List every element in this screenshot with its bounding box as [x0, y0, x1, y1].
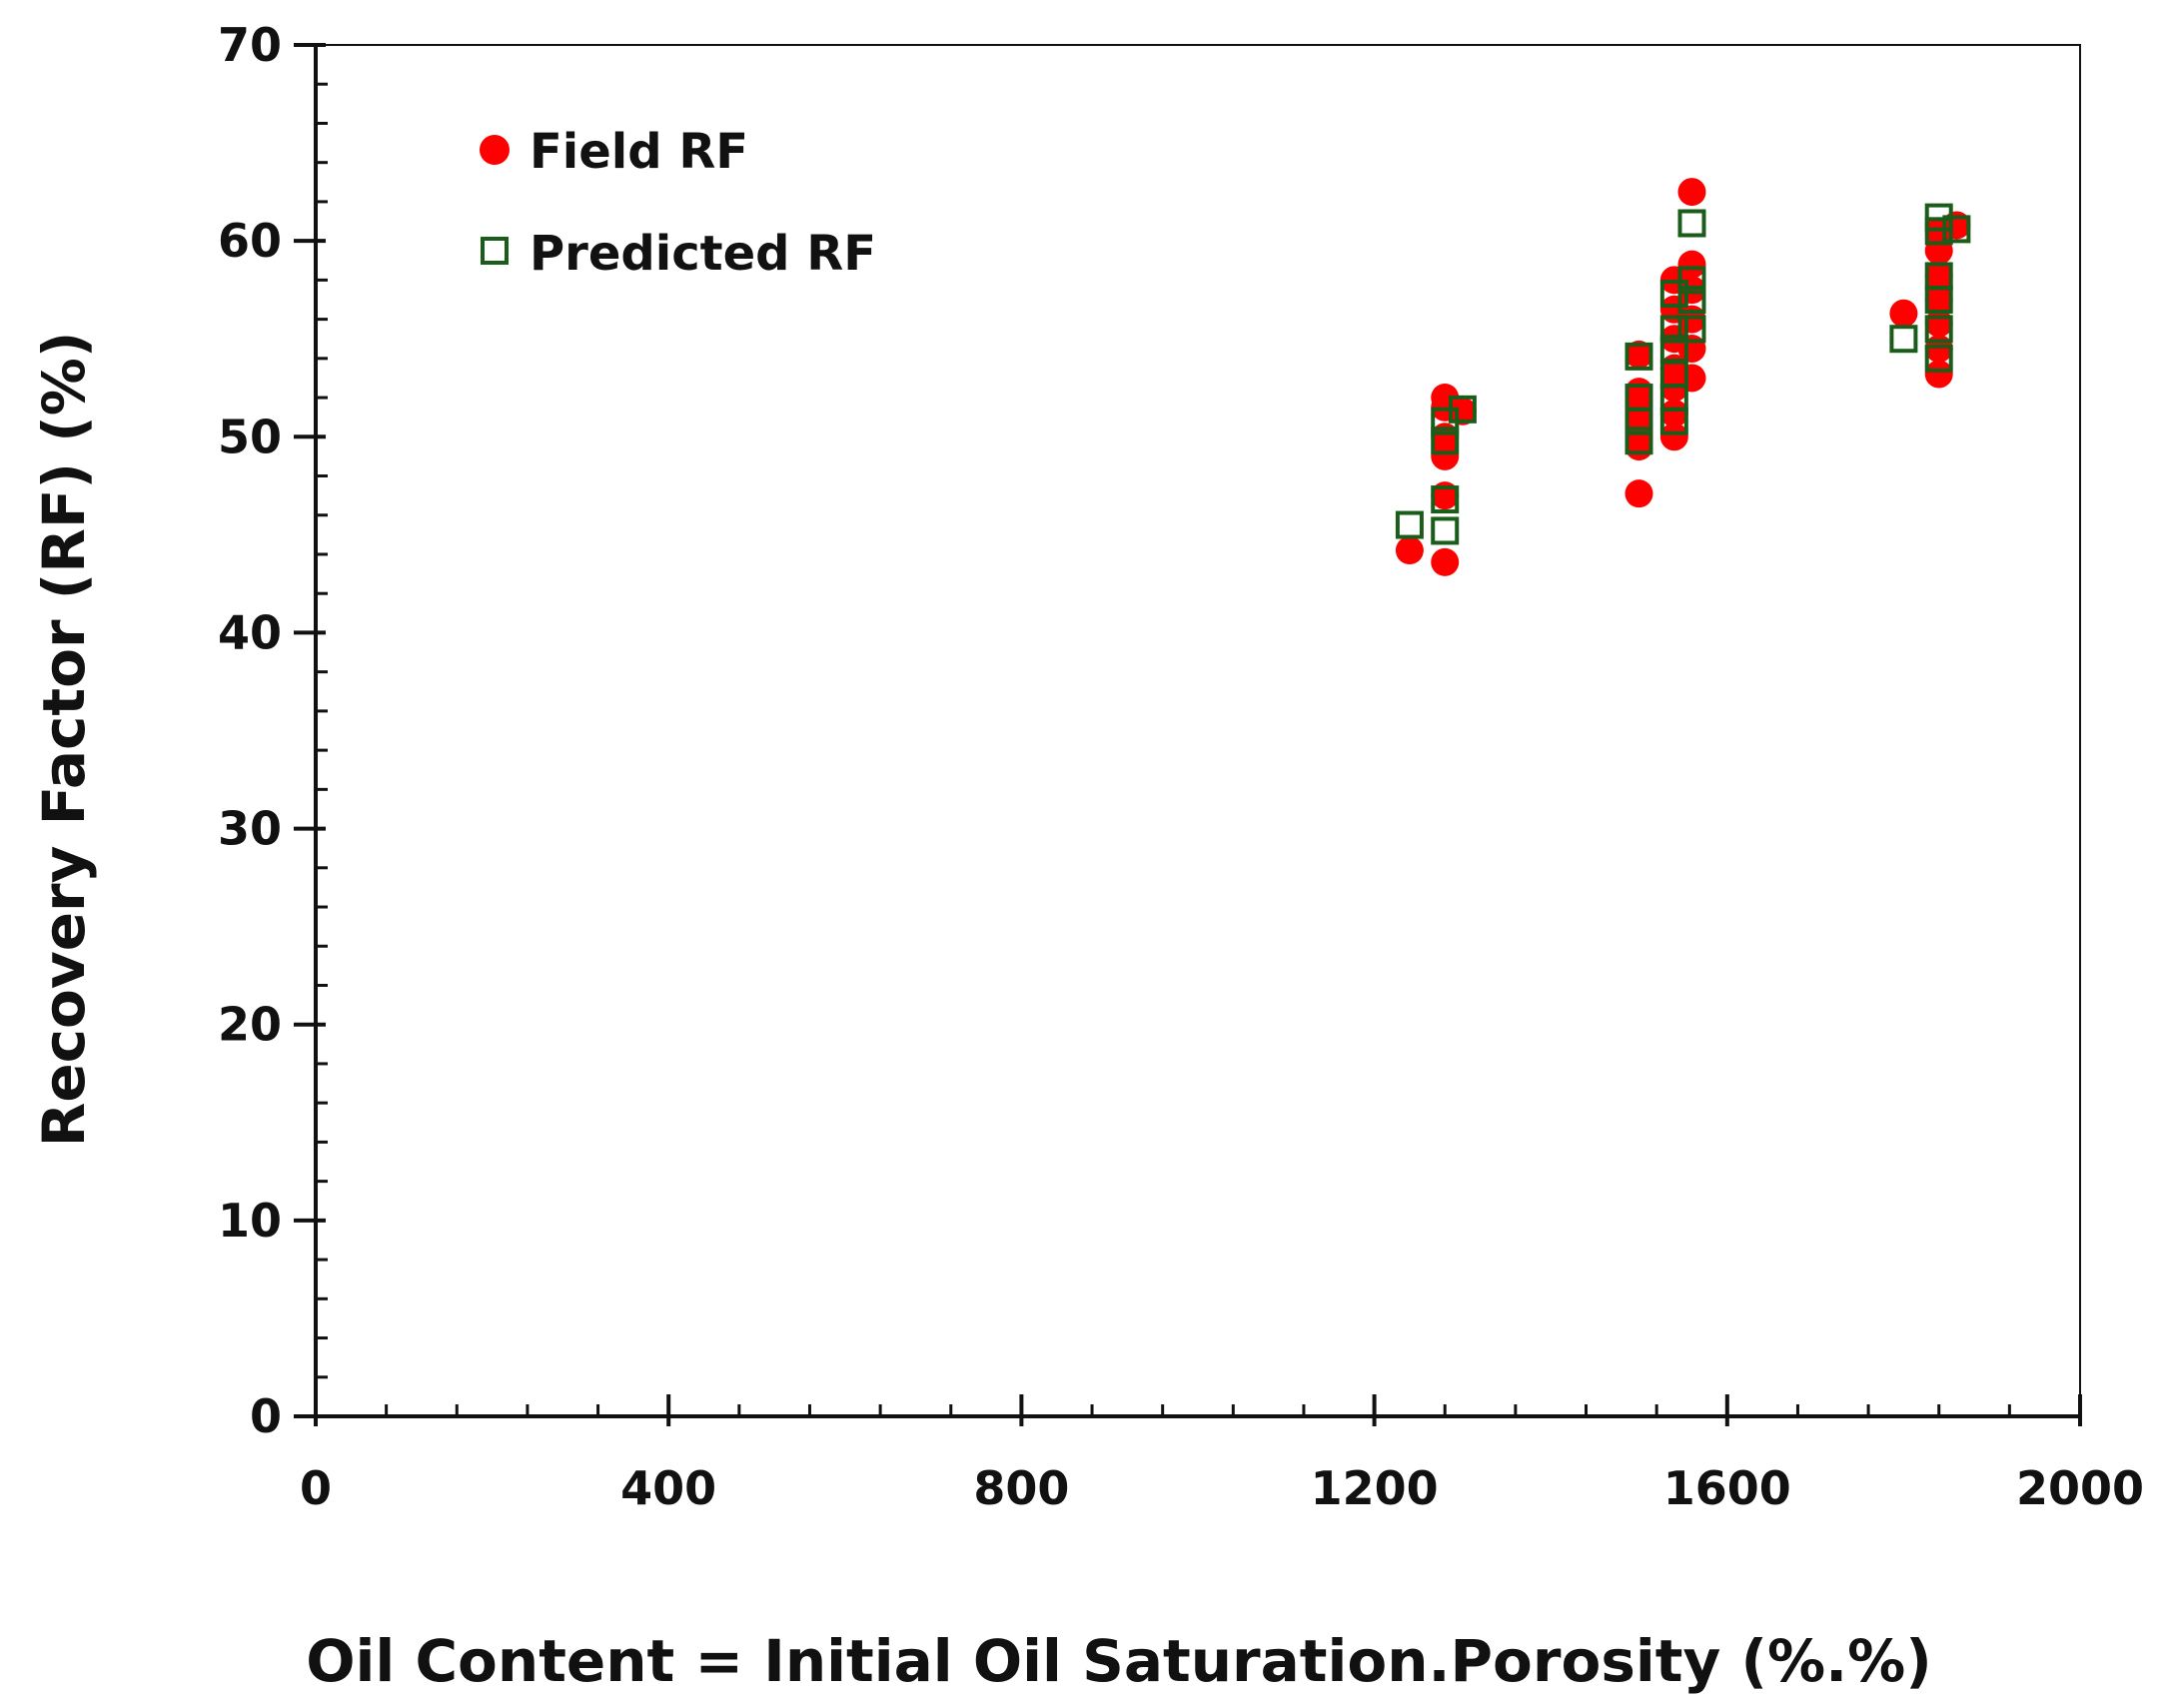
field-rf-point — [1924, 360, 1953, 389]
predicted-rf-point — [1942, 215, 1971, 244]
predicted-rf-point — [1677, 266, 1706, 295]
field-rf-point — [1395, 536, 1424, 565]
field-rf-point — [1659, 399, 1688, 427]
legend: Field RF Predicted RF — [480, 124, 876, 282]
field-rf-point — [1924, 335, 1953, 364]
field-rf-point — [1889, 299, 1918, 328]
x-tick-label: 1600 — [1663, 1461, 1791, 1515]
predicted-rf-point — [1659, 335, 1688, 364]
x-tick-label: 400 — [620, 1461, 716, 1515]
predicted-rf-point — [1395, 510, 1424, 539]
series-layer — [1395, 178, 1971, 576]
x-tick-labels: 0 400 800 1200 1600 2000 — [300, 1461, 2144, 1515]
field-rf-point — [1624, 479, 1653, 508]
predicted-rf-point — [1677, 285, 1706, 314]
y-tick-label: 40 — [218, 605, 282, 659]
major-ticks — [294, 43, 2082, 1426]
x-tick-label: 2000 — [2016, 1461, 2144, 1515]
x-tick-label: 800 — [973, 1461, 1069, 1515]
predicted-rf-point — [1924, 315, 1953, 344]
legend-marker-predicted-rf — [481, 237, 509, 265]
minor-ticks — [316, 82, 2011, 1416]
field-rf-point — [1677, 335, 1706, 364]
predicted-rf-point — [1889, 325, 1918, 354]
predicted-rf-point — [1448, 395, 1477, 424]
field-rf-point — [1659, 423, 1688, 451]
y-tick-label: 50 — [218, 410, 282, 463]
predicted-rf-point — [1659, 315, 1688, 344]
field-rf-point — [1624, 378, 1653, 407]
predicted-rf-point — [1924, 262, 1953, 291]
y-tick-label: 10 — [218, 1194, 282, 1248]
predicted-rf-point — [1624, 342, 1653, 371]
field-rf-point — [1924, 285, 1953, 314]
field-rf-point — [1924, 262, 1953, 291]
legend-marker-field-rf — [480, 135, 510, 165]
y-tick-label: 30 — [218, 802, 282, 856]
plot-frame — [314, 44, 2081, 1418]
y-tick-label: 0 — [250, 1389, 282, 1443]
y-tick-label: 70 — [218, 18, 282, 72]
field-rf-point — [1624, 340, 1653, 369]
x-tick-label: 0 — [300, 1461, 332, 1515]
field-rf-point — [1677, 250, 1706, 279]
predicted-rf-point — [1624, 427, 1653, 455]
series-predicted-rf — [1395, 203, 1971, 545]
predicted-rf-point — [1431, 516, 1460, 545]
x-axis-title: Oil Content = Initial Oil Saturation.Por… — [306, 1627, 1932, 1695]
y-tick-labels: 0 10 20 30 40 50 60 70 — [218, 18, 282, 1443]
y-axis-title: Recovery Factor (RF) (%) — [30, 332, 98, 1148]
field-rf-point — [1431, 441, 1460, 470]
predicted-rf-point — [1624, 384, 1653, 413]
predicted-rf-point — [1431, 427, 1460, 455]
predicted-rf-point — [1924, 344, 1953, 373]
legend-label-field-rf: Field RF — [530, 124, 748, 180]
field-rf-point — [1431, 547, 1460, 576]
field-rf-point — [1677, 305, 1706, 334]
field-rf-point — [1677, 178, 1706, 207]
legend-label-predicted-rf: Predicted RF — [530, 226, 876, 282]
series-field-rf — [1395, 178, 1971, 576]
predicted-rf-point — [1431, 485, 1460, 514]
predicted-rf-point — [1677, 209, 1706, 238]
x-tick-label: 1200 — [1311, 1461, 1439, 1515]
y-tick-label: 60 — [218, 214, 282, 268]
y-tick-label: 20 — [218, 998, 282, 1052]
predicted-rf-point — [1677, 315, 1706, 344]
